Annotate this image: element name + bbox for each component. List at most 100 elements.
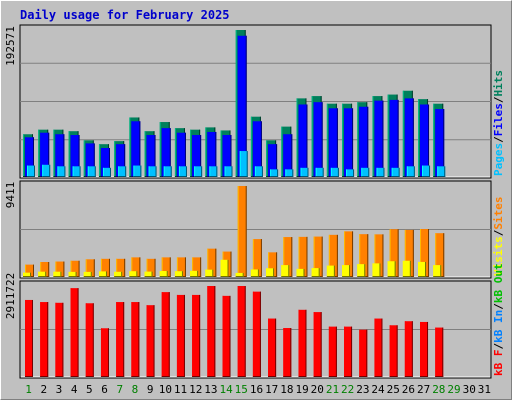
x-tick-day-22: 22 (341, 383, 354, 396)
bar-visits-day-26 (402, 260, 411, 277)
x-tick-day-25: 25 (387, 383, 400, 396)
bar-visits-day-13 (205, 269, 214, 277)
bar-files-day-25 (389, 99, 399, 177)
bar-pages-day-21 (330, 167, 339, 177)
legend-entry: Sites (492, 197, 505, 230)
x-tick-day-20: 20 (311, 383, 324, 396)
bar-visits-day-5 (83, 271, 92, 277)
bar-visits-day-28 (433, 265, 442, 277)
bar-kbf-day-5 (85, 303, 94, 377)
x-tick-day-2: 2 (40, 383, 47, 396)
bar-visits-day-10 (159, 271, 168, 277)
bar-files-day-26 (404, 98, 414, 177)
bar-pages-day-8 (133, 165, 142, 177)
bar-visits-day-22 (342, 265, 351, 277)
bar-visits-day-11 (174, 271, 183, 277)
x-tick-day-1: 1 (25, 383, 32, 396)
bar-kbf-day-9 (146, 305, 155, 377)
x-tick-day-7: 7 (116, 383, 123, 396)
bar-visits-day-8 (129, 271, 138, 277)
legend-entry: Visits (492, 236, 505, 276)
bar-kbf-day-10 (161, 292, 170, 377)
legend-entry: kB Out (492, 263, 505, 303)
x-tick-day-13: 13 (204, 383, 217, 396)
bar-pages-day-11 (178, 166, 187, 177)
bar-kbf-day-20 (313, 312, 322, 377)
bar-pages-day-6 (102, 167, 111, 177)
bar-kbf-day-16 (252, 291, 261, 377)
bar-pages-day-3 (57, 166, 66, 177)
bar-visits-day-23 (357, 264, 366, 277)
bar-pages-day-13 (209, 166, 218, 177)
bar-files-day-23 (359, 106, 369, 177)
bar-pages-day-20 (315, 167, 324, 177)
bar-pages-day-26 (406, 166, 415, 177)
bar-visits-day-12 (190, 270, 199, 277)
legend-sites-visits: Visits/Sites (492, 197, 505, 277)
y-max-label-hits-files-pages: 192571 (4, 26, 17, 66)
x-tick-day-24: 24 (371, 383, 385, 396)
x-tick-day-9: 9 (147, 383, 154, 396)
x-tick-day-18: 18 (280, 383, 293, 396)
bar-kbf-day-4 (70, 288, 79, 377)
bar-kbf-day-3 (55, 302, 64, 377)
bar-pages-day-9 (148, 166, 157, 177)
x-tick-day-26: 26 (402, 383, 415, 396)
bar-kbf-day-23 (359, 329, 368, 377)
bar-pages-day-23 (361, 167, 370, 177)
bar-visits-day-24 (372, 263, 381, 277)
bar-kbf-day-24 (374, 318, 383, 377)
bar-visits-day-20 (311, 268, 320, 277)
x-tick-day-3: 3 (56, 383, 63, 396)
bar-pages-day-10 (163, 166, 172, 177)
bar-kbf-day-1 (25, 299, 33, 377)
bar-pages-day-16 (254, 166, 263, 177)
bar-kbf-day-6 (100, 328, 109, 377)
bar-pages-day-24 (376, 167, 385, 177)
bar-visits-day-6 (98, 271, 107, 277)
y-max-label-kbytes: 2911722 (4, 273, 17, 319)
bar-visits-day-7 (114, 271, 123, 277)
x-tick-day-27: 27 (417, 383, 430, 396)
x-tick-day-21: 21 (326, 383, 339, 396)
bar-visits-day-18 (281, 265, 290, 277)
legend-entry: Hits (492, 70, 505, 97)
bar-kbf-day-11 (176, 294, 185, 377)
bar-visits-day-9 (144, 271, 153, 277)
x-tick-day-4: 4 (71, 383, 78, 396)
bar-kbf-day-27 (420, 321, 429, 377)
x-tick-day-15: 15 (235, 383, 248, 396)
bar-pages-day-18 (285, 169, 294, 177)
x-tick-day-28: 28 (432, 383, 445, 396)
bar-pages-day-28 (437, 166, 446, 177)
bar-kbf-day-28 (435, 327, 444, 377)
bar-pages-day-2 (42, 164, 51, 177)
bar-sites-day-15 (237, 186, 247, 277)
bar-kbf-day-18 (283, 328, 292, 377)
bar-kbf-day-14 (222, 295, 231, 377)
bar-visits-day-14 (220, 259, 229, 277)
x-tick-day-11: 11 (174, 383, 187, 396)
bar-kbf-day-22 (344, 326, 353, 377)
x-tick-day-23: 23 (356, 383, 369, 396)
x-tick-day-5: 5 (86, 383, 93, 396)
bar-visits-day-27 (418, 261, 427, 277)
bar-kbf-day-21 (328, 326, 337, 377)
x-tick-day-10: 10 (159, 383, 172, 396)
bar-kbf-day-7 (116, 302, 125, 377)
bar-pages-day-12 (194, 166, 203, 177)
bar-kbf-day-8 (131, 302, 140, 377)
bar-visits-day-1 (23, 272, 31, 277)
x-tick-day-6: 6 (101, 383, 108, 396)
x-tick-day-30: 30 (463, 383, 476, 396)
bar-kbf-day-13 (207, 286, 216, 377)
x-tick-day-8: 8 (132, 383, 139, 396)
legend-hits-files-pages: Pages/Files/Hits (492, 70, 505, 176)
bar-kbf-day-12 (192, 294, 201, 377)
y-max-label-sites-visits: 9411 (4, 182, 17, 209)
bar-visits-day-25 (387, 261, 396, 277)
bar-visits-day-21 (326, 265, 335, 277)
bar-visits-day-4 (68, 271, 77, 277)
x-tick-day-14: 14 (219, 383, 233, 396)
